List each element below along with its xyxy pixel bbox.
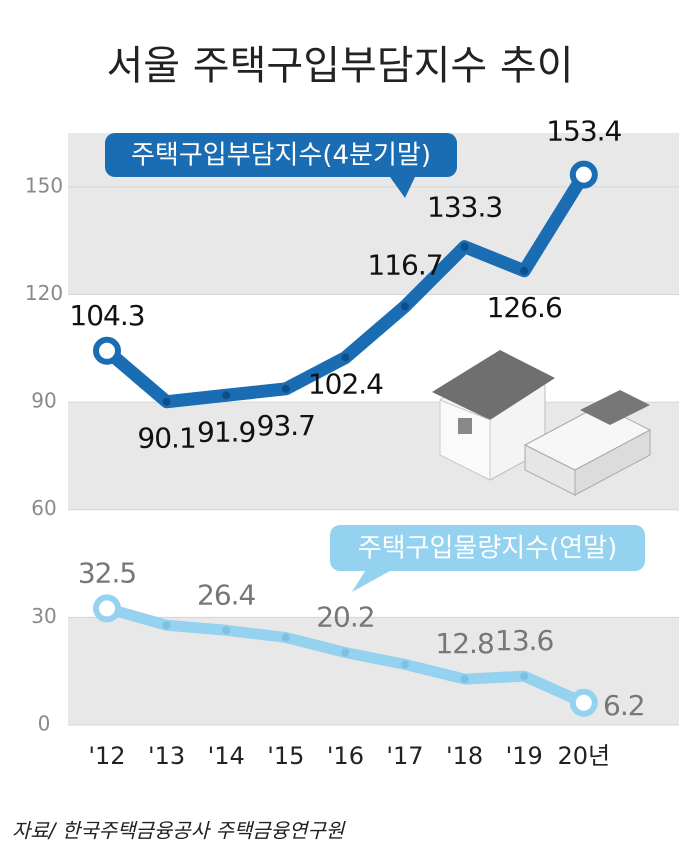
grid-band (68, 294, 679, 403)
legend-tail (352, 571, 390, 592)
point (520, 672, 529, 681)
source: 자료/ 한국주택금융공사 주택금융연구원 (12, 819, 346, 843)
data-label: 102.4 (308, 368, 383, 401)
point (222, 391, 231, 400)
data-label: 20.2 (316, 601, 374, 634)
point (341, 648, 350, 657)
x-tick-label: 20년 (557, 742, 610, 770)
legend-box (105, 133, 457, 177)
data-label: 90.1 (137, 422, 195, 455)
y-tick-label: 90 (31, 389, 56, 413)
x-tick-label: '15 (267, 742, 304, 770)
point (93, 594, 121, 623)
house-icon (432, 350, 652, 496)
point (162, 397, 171, 406)
data-label: 32.5 (78, 556, 136, 589)
data-label: 13.6 (495, 624, 554, 657)
data-label: 26.4 (197, 578, 256, 611)
x-tick-label: '14 (208, 742, 245, 770)
legend-label: 주택구입부담지수(4분기말) (131, 141, 431, 171)
y-tick-label: 0 (38, 712, 51, 736)
point (401, 660, 409, 669)
point (569, 688, 598, 717)
x-tick-label: '13 (148, 742, 185, 770)
data-label: 12.8 (435, 627, 493, 660)
data-label: 91.9 (197, 415, 255, 448)
legend-box (330, 525, 645, 571)
x-tick-label: '18 (446, 742, 483, 770)
chart-title: 서울 주택구입부담지수 추이 (106, 43, 573, 89)
point (222, 626, 231, 635)
point (341, 353, 350, 362)
data-label: 93.7 (257, 409, 315, 442)
y-tick-label: 60 (31, 496, 56, 520)
y-tick-label: 150 (25, 173, 63, 197)
point (281, 384, 290, 393)
x-tick-label: '12 (88, 742, 125, 770)
point (520, 266, 529, 275)
point (460, 242, 469, 251)
x-tick-label: '17 (386, 742, 423, 770)
point (93, 336, 121, 365)
data-label: 133.3 (427, 191, 502, 224)
y-tick-label: 120 (25, 281, 63, 305)
point (460, 675, 469, 684)
data-label: 6.2 (603, 689, 645, 722)
x-tick-label: '16 (327, 742, 364, 770)
point (569, 160, 598, 189)
x-tick-label: '19 (506, 742, 543, 770)
data-label: 104.3 (69, 299, 144, 332)
data-label: 126.6 (487, 291, 562, 324)
point (401, 302, 409, 311)
point (281, 633, 290, 642)
data-label: 116.7 (367, 248, 442, 281)
data-label: 153.4 (546, 115, 621, 148)
legend-tail (390, 177, 415, 198)
legend-label: 주택구입물량지수(연말) (358, 534, 618, 564)
y-tick-label: 30 (31, 604, 56, 628)
point (162, 621, 171, 630)
